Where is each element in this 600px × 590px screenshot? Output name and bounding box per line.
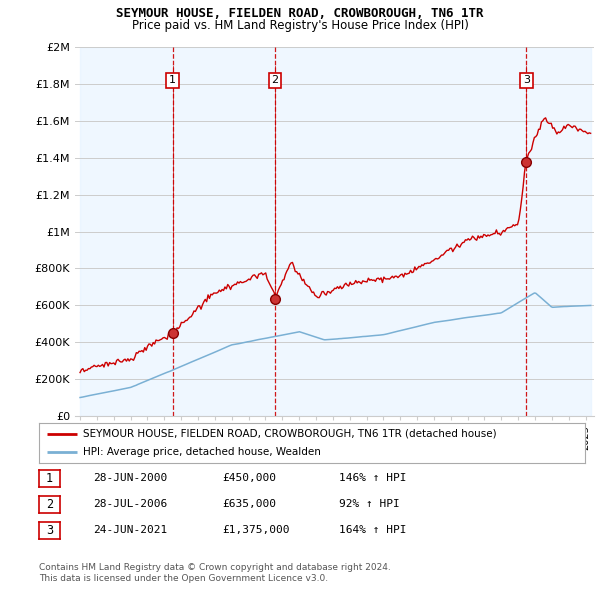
Text: £1,375,000: £1,375,000 (222, 526, 290, 535)
Text: 92% ↑ HPI: 92% ↑ HPI (339, 500, 400, 509)
Text: SEYMOUR HOUSE, FIELDEN ROAD, CROWBOROUGH, TN6 1TR: SEYMOUR HOUSE, FIELDEN ROAD, CROWBOROUGH… (116, 7, 484, 20)
Text: 164% ↑ HPI: 164% ↑ HPI (339, 526, 407, 535)
Text: 1: 1 (169, 76, 176, 86)
Text: 146% ↑ HPI: 146% ↑ HPI (339, 474, 407, 483)
Text: £450,000: £450,000 (222, 474, 276, 483)
Text: Contains HM Land Registry data © Crown copyright and database right 2024.: Contains HM Land Registry data © Crown c… (39, 563, 391, 572)
Text: SEYMOUR HOUSE, FIELDEN ROAD, CROWBOROUGH, TN6 1TR (detached house): SEYMOUR HOUSE, FIELDEN ROAD, CROWBOROUGH… (83, 429, 496, 439)
Text: 3: 3 (46, 524, 53, 537)
Text: £635,000: £635,000 (222, 500, 276, 509)
Text: HPI: Average price, detached house, Wealden: HPI: Average price, detached house, Weal… (83, 447, 320, 457)
Text: Price paid vs. HM Land Registry's House Price Index (HPI): Price paid vs. HM Land Registry's House … (131, 19, 469, 32)
Text: 3: 3 (523, 76, 530, 86)
Text: 2: 2 (46, 498, 53, 511)
Text: 2: 2 (271, 76, 278, 86)
Text: 1: 1 (46, 472, 53, 485)
Text: This data is licensed under the Open Government Licence v3.0.: This data is licensed under the Open Gov… (39, 574, 328, 583)
Text: 28-JUN-2000: 28-JUN-2000 (93, 474, 167, 483)
Text: 28-JUL-2006: 28-JUL-2006 (93, 500, 167, 509)
Text: 24-JUN-2021: 24-JUN-2021 (93, 526, 167, 535)
